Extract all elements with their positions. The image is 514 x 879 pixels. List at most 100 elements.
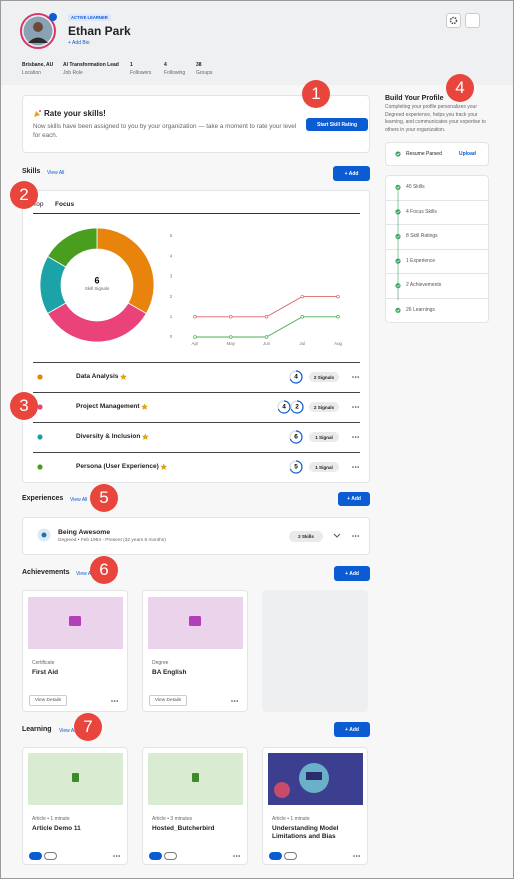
add-bio[interactable]: + Add Bio xyxy=(68,40,90,46)
gear xyxy=(449,16,458,25)
party-icon xyxy=(34,110,41,117)
learning-image xyxy=(28,753,123,805)
profile-divider xyxy=(385,248,489,250)
achievements-add[interactable]: + Add xyxy=(334,566,370,581)
row-divider xyxy=(33,392,360,393)
profile-item: 26 Learnings xyxy=(406,307,435,313)
complete-button[interactable] xyxy=(29,852,42,860)
gear-icon xyxy=(449,16,458,25)
experiences-view-all[interactable]: View All xyxy=(70,497,88,503)
info-button[interactable] xyxy=(164,852,177,860)
placeholder-card xyxy=(262,590,368,712)
settings-button[interactable] xyxy=(446,13,461,28)
signals[interactable]: 2 Signals xyxy=(309,402,339,412)
experience-skills[interactable]: 2 Skills xyxy=(289,531,323,542)
callout: 1 xyxy=(302,80,330,108)
rate-title: Rate your skills! xyxy=(44,109,106,118)
view-details[interactable]: View Details xyxy=(29,695,67,706)
skills-add[interactable]: + Add xyxy=(333,166,370,181)
learning-view-all[interactable]: View All xyxy=(59,728,77,734)
experiences-title: Experiences xyxy=(22,495,64,502)
learning-image xyxy=(268,753,363,805)
stat-value: 38 xyxy=(196,62,202,68)
complete-button[interactable] xyxy=(269,852,282,860)
profile-divider xyxy=(385,199,489,201)
info-button[interactable] xyxy=(284,852,297,860)
learning-image xyxy=(148,753,243,805)
skill-name: Project Management xyxy=(76,403,140,410)
complete-button[interactable] xyxy=(149,852,162,860)
tab[interactable]: Top xyxy=(33,201,44,208)
learning-meta: Article • 1 minute xyxy=(272,816,310,822)
icon-dot xyxy=(41,532,47,538)
learning-title: Hosted_Butcherbird xyxy=(152,825,215,832)
profile-item: 40 Skills xyxy=(406,184,425,190)
experience-detail: Degreed • Feb 1994 - Present (32 years 6… xyxy=(58,538,166,543)
profile-item: 4 Focus Skills xyxy=(406,208,437,215)
avatar-head xyxy=(33,22,43,32)
badge: ACTIVE LEARNER xyxy=(68,14,111,21)
row-divider xyxy=(33,362,360,363)
user-name: Ethan Park xyxy=(68,24,131,38)
more-button[interactable] xyxy=(465,13,480,28)
profile-item: 2 Achievements xyxy=(406,282,442,289)
learning-title: Understanding Model Limitations and Bias xyxy=(272,825,339,840)
avatar xyxy=(20,13,57,49)
info-button[interactable] xyxy=(44,852,57,860)
signals[interactable]: 2 Signals xyxy=(309,372,339,382)
learning-meta: Article • 3 minutes xyxy=(152,816,193,822)
stat-label: Groups xyxy=(196,70,213,76)
stat-label: Following xyxy=(164,70,186,76)
profile-item: 1 Experience xyxy=(406,257,436,264)
stat-value: Brisbane, AU xyxy=(22,62,54,68)
profile-title: Build Your Profile xyxy=(385,95,444,102)
signals[interactable]: 1 Signal xyxy=(309,432,339,442)
learning-title: Article Demo 11 xyxy=(32,825,81,832)
experience-title: Being Awesome xyxy=(58,529,111,536)
skill-name: Diversity & Inclusion xyxy=(76,433,141,440)
callout: 6 xyxy=(90,556,118,584)
achievements-title: Achievements xyxy=(22,569,70,576)
learning-add[interactable]: + Add xyxy=(334,722,370,737)
stat-value: AI Transformation Lead xyxy=(63,62,119,68)
profile-divider xyxy=(385,298,489,299)
profile-item: 8 Skill Ratings xyxy=(406,233,438,240)
skill-name: Persona (User Experience) xyxy=(76,463,159,470)
upload-link[interactable]: Upload xyxy=(459,151,476,157)
callout: 3 xyxy=(10,392,38,420)
skills-view-all[interactable]: View All xyxy=(47,170,65,176)
stat-value: 4 xyxy=(164,62,167,68)
achievement-type: Degree xyxy=(152,660,169,666)
profile-divider xyxy=(385,273,489,275)
achievement-title: First Aid xyxy=(32,669,59,676)
avatar-body xyxy=(28,37,48,43)
rate-text: Now skills have been assigned to you by … xyxy=(33,123,297,139)
learning-meta: Article • 1 minute xyxy=(32,816,70,822)
chevron[interactable] xyxy=(332,532,342,540)
callout: 2 xyxy=(10,181,38,209)
resume-label: Resume Parsed xyxy=(406,151,442,157)
profile-description: Completing your profile personalizes you… xyxy=(385,104,486,133)
avatar-ring xyxy=(20,13,56,49)
experiences-add[interactable]: + Add xyxy=(338,492,370,506)
callout: 7 xyxy=(74,713,102,741)
tab[interactable]: Focus xyxy=(55,201,75,208)
chevron-path xyxy=(333,533,341,538)
row-divider xyxy=(33,452,360,453)
stat-value: 1 xyxy=(130,62,133,68)
signals[interactable]: 1 Signal xyxy=(309,462,339,472)
achievement-type: Certificate xyxy=(32,660,55,666)
skills-title: Skills xyxy=(22,168,41,175)
skill-name: Data Analysis xyxy=(76,373,119,380)
callout: 5 xyxy=(90,484,118,512)
learning-title: Learning xyxy=(22,726,52,733)
row-divider xyxy=(33,422,360,423)
achievement-title: BA English xyxy=(152,669,187,676)
party-dot xyxy=(39,110,41,112)
achievement-image xyxy=(28,597,123,649)
achievement-image xyxy=(148,597,243,649)
start-rating-button[interactable]: Start Skill Rating xyxy=(306,118,368,131)
view-details[interactable]: View Details xyxy=(149,695,187,706)
achievements-view-all[interactable]: View All xyxy=(76,571,94,577)
